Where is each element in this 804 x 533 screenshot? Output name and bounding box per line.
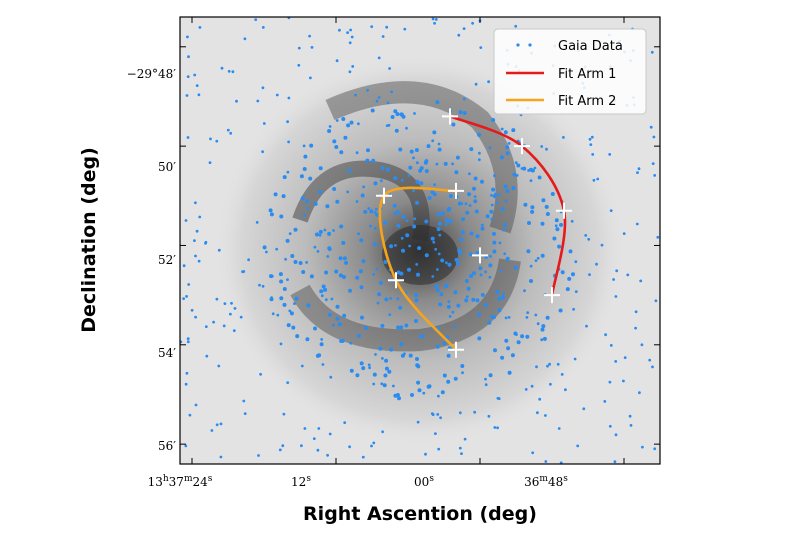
galaxy-core (382, 225, 458, 285)
x-axis-title: Right Ascention (deg) (303, 503, 537, 525)
axis-ticks (180, 17, 660, 464)
x-tick-label: 13h37m24s (148, 474, 213, 489)
gaia-data-points (180, 17, 660, 464)
fit-marker (514, 138, 530, 155)
x-tick-labels: 13h37m24s 12s 00s 36m48s (148, 474, 569, 489)
fit-marker (448, 341, 464, 358)
legend-swatch-gaia (528, 43, 532, 47)
legend: Gaia Data Fit Arm 1 Fit Arm 2 (493, 28, 647, 115)
legend-label-arm2: Fit Arm 2 (558, 94, 616, 109)
fit-marker (442, 108, 458, 125)
fit-arm-1-line (449, 115, 567, 296)
y-tick-label: 52′ (158, 253, 176, 267)
x-tick-label: 12s (291, 474, 311, 489)
fit-marker (472, 247, 488, 264)
legend-label-gaia: Gaia Data (558, 39, 623, 54)
fit-markers (376, 108, 572, 358)
y-tick-label: 56′ (158, 439, 176, 453)
x-tick-label: 00s (414, 474, 434, 489)
y-tick-labels: −29°48′ 50′ 52′ 54′ 56′ (127, 67, 177, 453)
fit-arm-2-line (378, 186, 457, 351)
y-axis-title: Declination (deg) (78, 147, 100, 333)
spiral-arm-lower (290, 258, 521, 352)
y-tick-label: −29°48′ (127, 67, 177, 81)
fit-marker (448, 182, 464, 199)
y-tick-label: 50′ (158, 160, 176, 174)
plot-frame (179, 16, 661, 465)
fit-marker (556, 202, 572, 219)
fit-marker (376, 187, 392, 204)
fit-marker (388, 272, 404, 289)
x-tick-label: 36m48s (524, 474, 568, 489)
y-tick-label: 54′ (158, 346, 176, 360)
legend-box (493, 28, 647, 115)
spiral-arm-inner (292, 160, 430, 242)
legend-label-arm1: Fit Arm 1 (558, 67, 616, 82)
fit-marker (544, 287, 560, 304)
legend-swatch-gaia (516, 43, 520, 47)
